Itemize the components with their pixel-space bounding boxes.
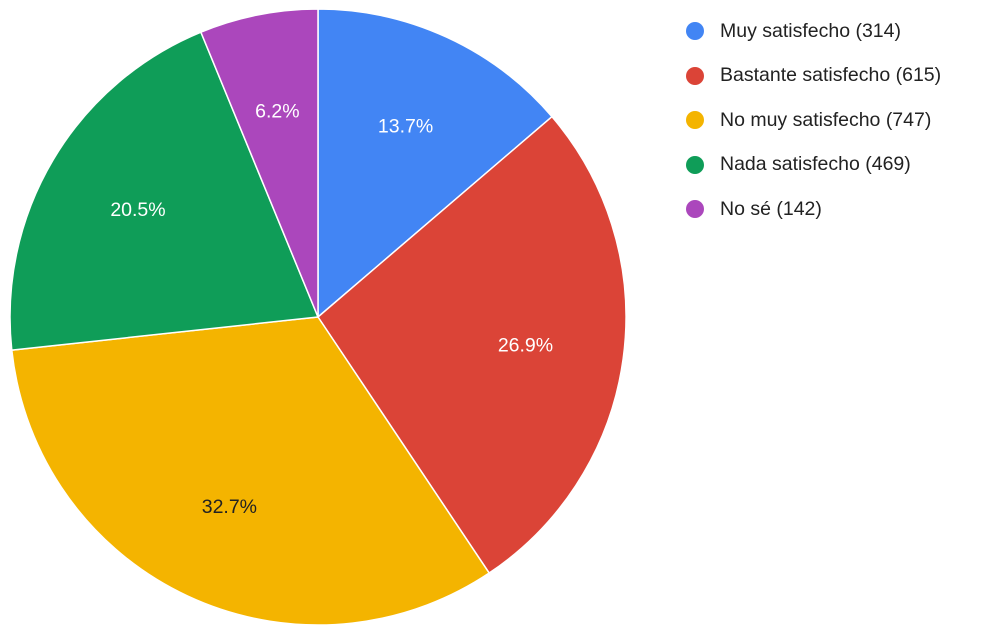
legend-swatch-3 bbox=[686, 155, 704, 174]
chart-legend: Muy satisfecho (314) Bastante satisfecho … bbox=[686, 9, 941, 232]
legend-swatch-1 bbox=[686, 66, 704, 85]
legend-label-0: Muy satisfecho (314) bbox=[720, 19, 901, 42]
pie-slice-0 bbox=[317, 8, 554, 319]
legend-item-1: Bastante satisfecho (615) bbox=[686, 54, 941, 99]
pie-slice-label-2: 32.7% bbox=[202, 496, 257, 518]
pie-slice-2 bbox=[10, 316, 491, 625]
pie-slices bbox=[9, 8, 627, 625]
legend-swatch-0 bbox=[686, 22, 704, 41]
legend-swatch-2 bbox=[686, 111, 704, 130]
legend-label-2: No muy satisfecho (747) bbox=[720, 108, 932, 131]
legend-item-3: Nada satisfecho (469) bbox=[686, 143, 941, 188]
pie-slice-label-0: 13.7% bbox=[378, 116, 433, 138]
pie-slice-label-3: 20.5% bbox=[110, 199, 165, 221]
pie-slice-1 bbox=[317, 115, 627, 575]
legend-item-2: No muy satisfecho (747) bbox=[686, 98, 941, 143]
pie-slice-3 bbox=[9, 31, 320, 351]
legend-label-4: No sé (142) bbox=[720, 197, 822, 220]
pie-chart-plot: 13.7% 26.9% 32.7% 20.5% 6.2% bbox=[9, 8, 627, 625]
legend-item-0: Muy satisfecho (314) bbox=[686, 9, 941, 54]
legend-swatch-4 bbox=[686, 200, 704, 219]
pie-slice-label-1: 26.9% bbox=[498, 335, 553, 357]
pie-slice-labels: 13.7% 26.9% 32.7% 20.5% 6.2% bbox=[110, 101, 553, 518]
pie-slice-4 bbox=[199, 8, 319, 318]
legend-item-4: No sé (142) bbox=[686, 187, 941, 232]
legend-label-3: Nada satisfecho (469) bbox=[720, 153, 911, 176]
pie-slice-label-4: 6.2% bbox=[255, 101, 299, 123]
legend-label-1: Bastante satisfecho (615) bbox=[720, 64, 942, 87]
